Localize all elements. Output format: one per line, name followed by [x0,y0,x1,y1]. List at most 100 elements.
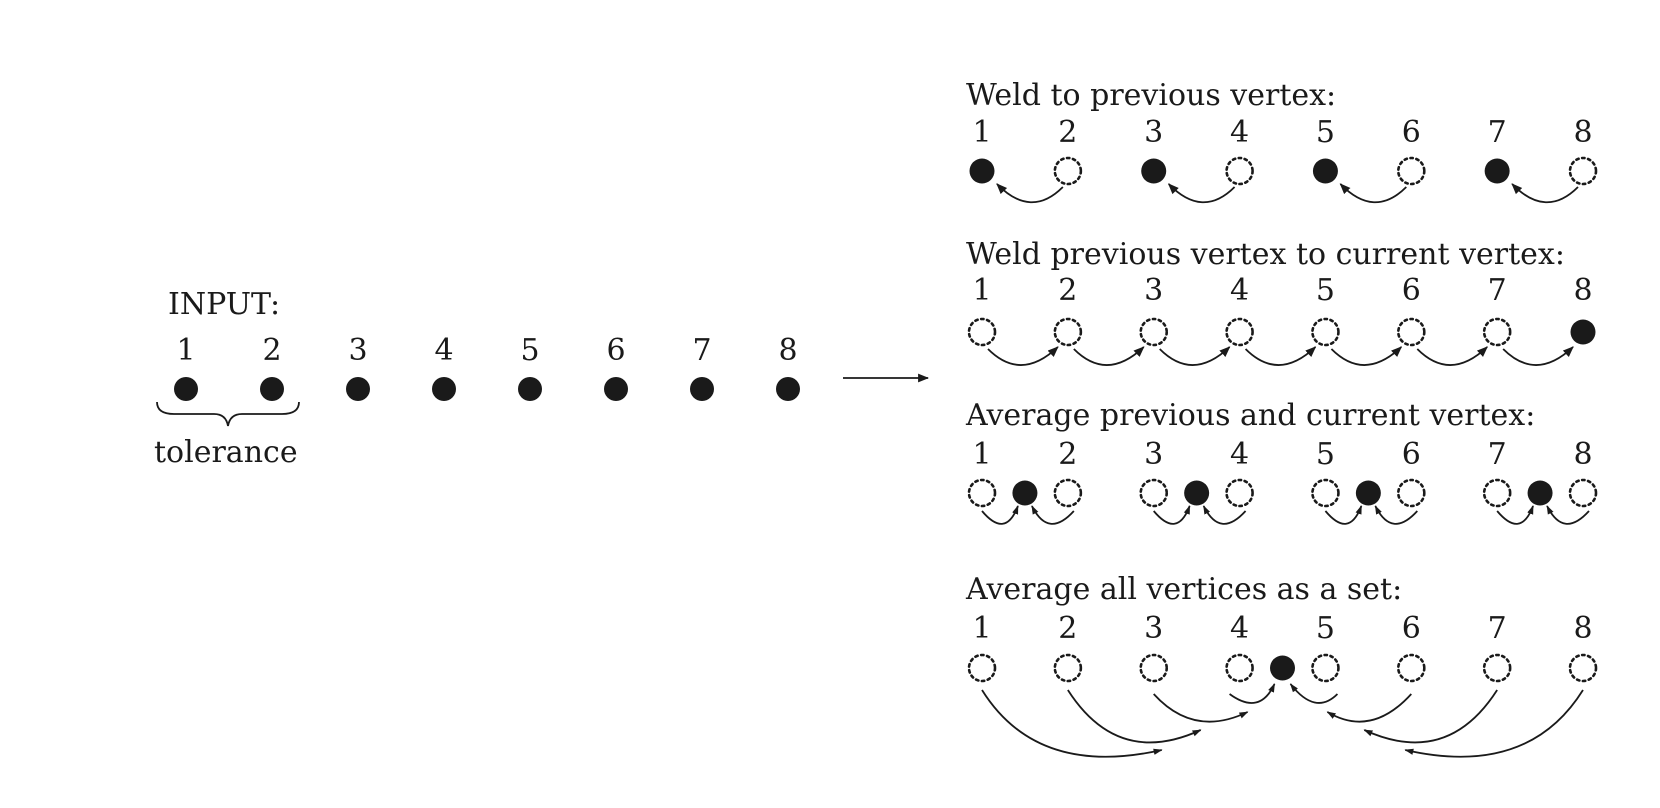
panel-weld-to-previous: Weld to previous vertex: 1 2 3 4 5 6 7 8 [966,78,1598,204]
vertex-number-2: 2 [1058,115,1077,150]
vertex-number-3: 3 [1144,437,1163,472]
ghost-vertex-2 [1053,317,1083,347]
average-arrow-4-to-mid [1202,505,1247,525]
tolerance-label: tolerance [154,435,298,470]
panel-number-labels: 1 2 3 4 5 6 7 8 [972,273,1592,308]
vertex-number-8: 8 [1573,273,1592,308]
average-arrow-4-to-centroid [1229,683,1276,704]
ghost-vertex-4 [1225,317,1254,347]
ghost-vertex-6 [1396,156,1426,186]
weld-arrow-4-to-3 [1167,183,1236,204]
average-arrow-2-to-centroid [1067,689,1202,744]
average-arrow-1-to-centroid [981,689,1163,758]
ghost-vertex-8 [1568,478,1598,508]
vertex-number-2: 2 [1058,611,1077,646]
vertex-number-5: 5 [1316,611,1335,646]
input-section: INPUT: 1 2 3 4 5 6 7 8 tolerance [154,287,800,470]
input-title: INPUT: [168,287,280,322]
ghost-vertex-6 [1396,317,1426,347]
ghost-vertex-2 [1053,478,1083,508]
ghost-vertex-4 [1225,653,1254,683]
weld-arrow-1-to-2 [987,346,1059,366]
vertex-number-7: 7 [1488,273,1507,308]
average-arrow-3-to-mid [1153,505,1191,525]
vertex-number-6: 6 [1402,273,1421,308]
ghost-vertex-3 [1139,317,1169,347]
average-arrow-6-to-mid [1374,505,1418,525]
panel-number-labels: 1 2 3 4 5 6 7 8 [972,437,1592,472]
panel-arrows [996,183,1579,204]
weld-arrow-8-to-7 [1511,183,1579,204]
vertex-number-6: 6 [606,333,625,368]
welded-vertex-8 [1570,319,1596,345]
ghost-vertex-3 [1139,478,1169,508]
vertex-number-2: 2 [1058,437,1077,472]
weld-arrow-6-to-5 [1339,183,1407,204]
ghost-vertex-6 [1396,478,1426,508]
welded-vertex-5 [1312,158,1338,184]
input-vertices [174,377,800,401]
average-arrow-3-to-centroid [1153,693,1249,723]
weld-arrow-2-to-1 [996,183,1064,204]
average-arrow-7-to-mid [1496,505,1534,525]
vertex-number-2: 2 [1058,273,1077,308]
panel-title: Weld previous vertex to current vertex: [966,237,1565,272]
ghost-vertex-7 [1482,653,1512,683]
weld-arrow-5-to-6 [1330,346,1403,366]
average-arrow-5-to-centroid [1289,683,1339,704]
vertex-number-8: 8 [1573,611,1592,646]
vertex-number-4: 4 [434,333,453,368]
welded-vertex-7 [1484,158,1510,184]
input-vertex-1 [174,377,198,401]
panel-title: Weld to previous vertex: [966,78,1336,113]
welded-vertex-1.5 [1012,480,1038,506]
ghost-vertex-2 [1053,156,1083,186]
panel-vertices [969,156,1598,186]
average-arrow-6-to-centroid [1326,693,1412,723]
input-vertex-5 [518,377,542,401]
ghost-vertex-4 [1225,478,1254,508]
vertex-number-3: 3 [1144,115,1163,150]
average-arrow-8-to-mid [1546,505,1590,525]
input-vertex-2 [260,377,284,401]
vertex-number-2: 2 [262,333,281,368]
panel-arrows [987,346,1574,366]
vertex-number-5: 5 [1316,437,1335,472]
panel-number-labels: 1 2 3 4 5 6 7 8 [972,611,1592,646]
welded-vertex-4.5 [1270,655,1295,681]
vertex-number-6: 6 [1402,115,1421,150]
ghost-vertex-4 [1225,156,1254,186]
weld-arrow-2-to-3 [1073,346,1145,366]
weld-arrow-7-to-8 [1502,346,1574,366]
average-arrow-5-to-mid [1324,505,1363,525]
vertex-number-7: 7 [1488,115,1507,150]
vertex-number-4: 4 [1230,611,1249,646]
average-arrow-7-to-centroid [1363,689,1498,744]
welded-vertex-5.5 [1355,480,1381,506]
vertex-number-1: 1 [972,273,991,308]
vertex-number-3: 3 [348,333,367,368]
vertex-number-6: 6 [1402,611,1421,646]
vertex-number-8: 8 [778,333,797,368]
vertex-number-1: 1 [972,437,991,472]
ghost-vertex-1 [967,478,997,508]
average-arrow-2-to-mid [1031,505,1075,525]
panel-weld-previous-to-current: Weld previous vertex to current vertex: … [966,237,1596,366]
welded-vertex-7.5 [1527,480,1553,506]
vertex-number-3: 3 [1144,611,1163,646]
input-vertex-6 [604,377,628,401]
vertex-number-3: 3 [1144,273,1163,308]
panel-title: Average previous and current vertex: [965,398,1535,433]
input-vertex-8 [776,377,800,401]
ghost-vertex-5 [1311,317,1340,347]
ghost-vertex-3 [1139,653,1169,683]
ghost-vertex-7 [1482,317,1512,347]
ghost-vertex-7 [1482,478,1512,508]
ghost-vertex-6 [1396,653,1426,683]
vertex-number-5: 5 [1316,115,1335,150]
panel-arrows [981,683,1584,758]
vertex-number-8: 8 [1573,437,1592,472]
panel-vertices [967,653,1598,683]
vertex-number-1: 1 [972,115,991,150]
